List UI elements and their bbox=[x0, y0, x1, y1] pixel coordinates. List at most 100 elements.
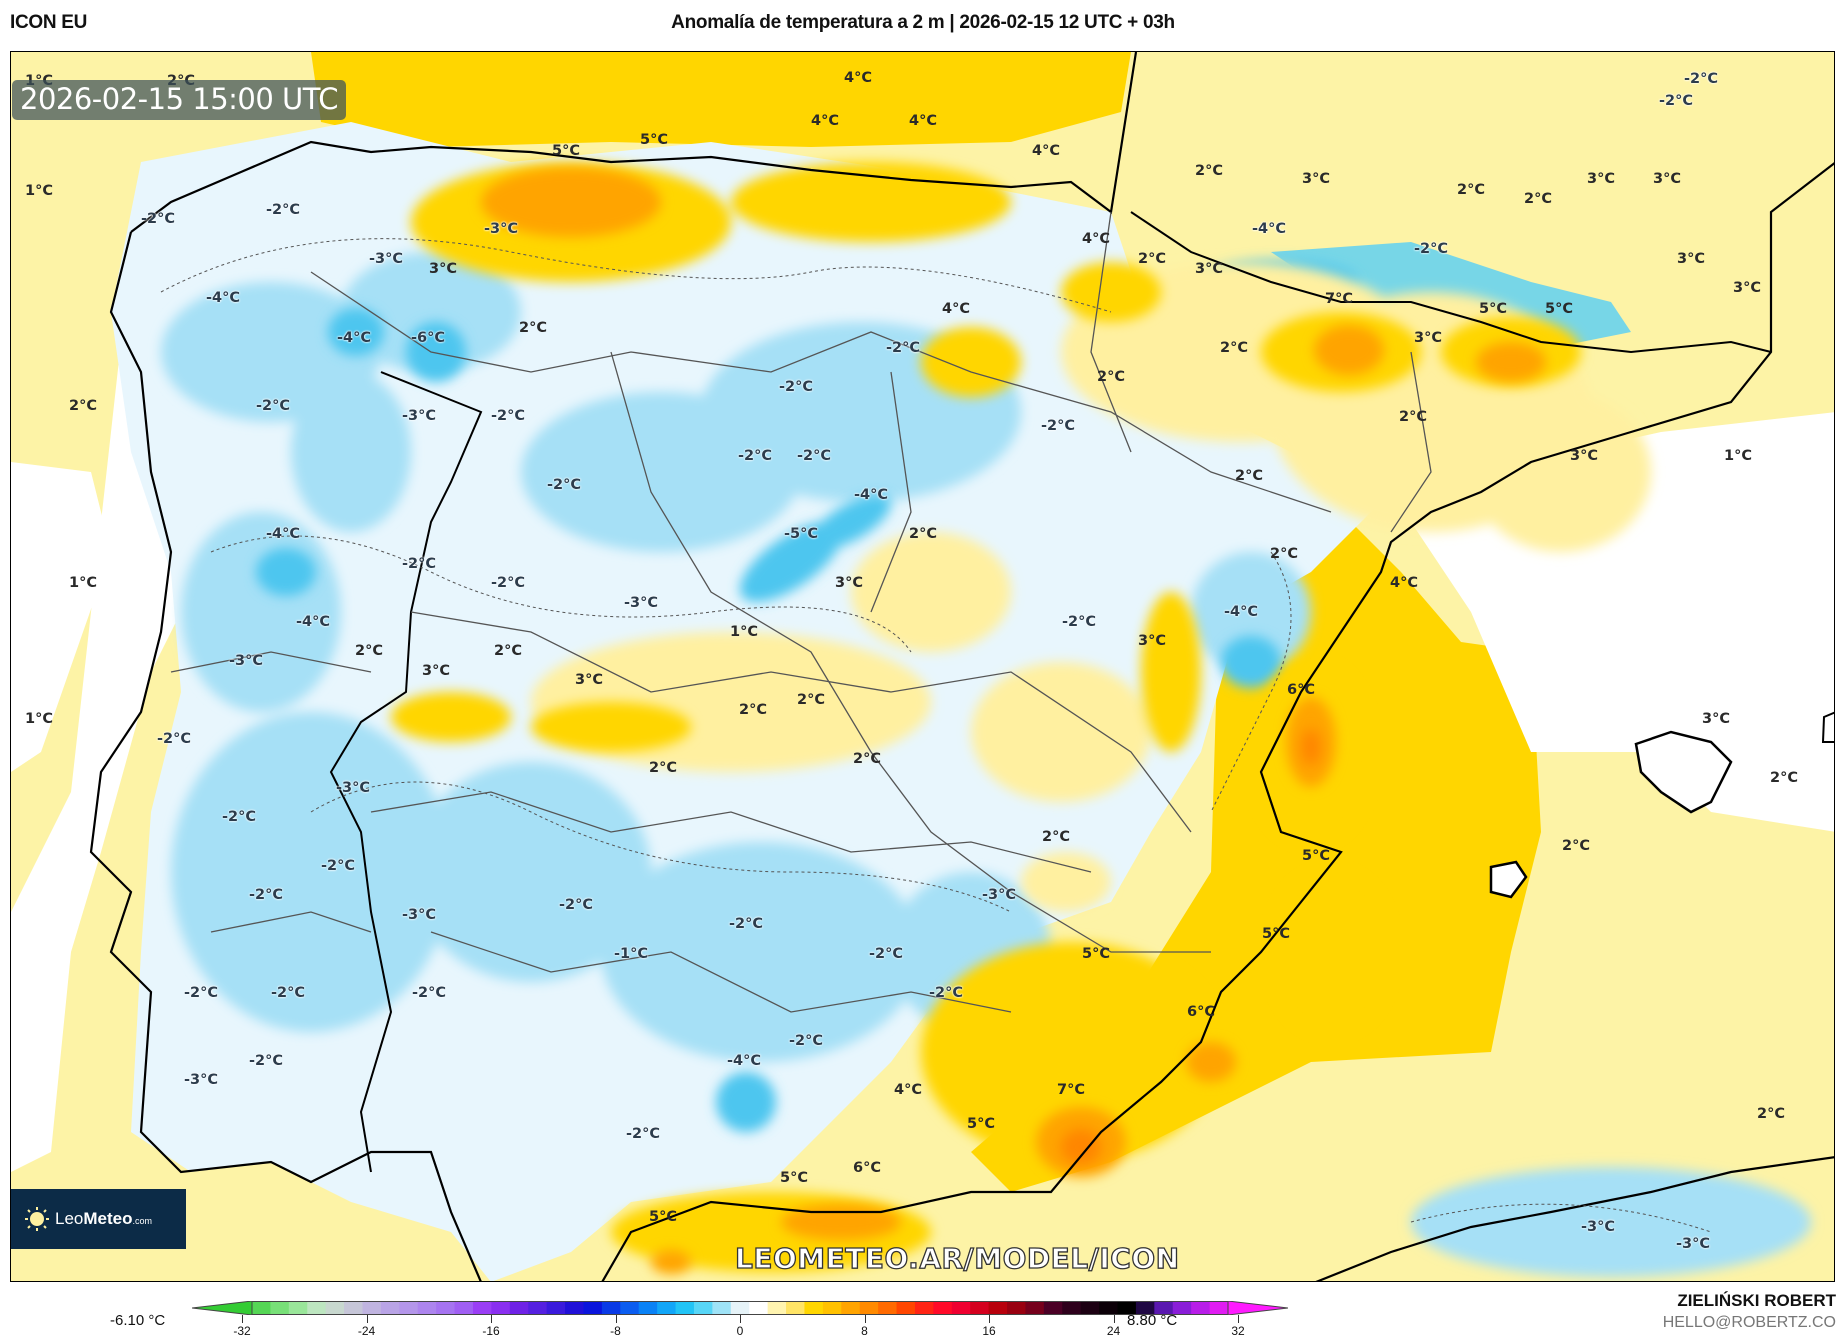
temperature-label: 5°C bbox=[649, 1209, 677, 1225]
temperature-label: 5°C bbox=[552, 143, 580, 159]
temperature-label: -2°C bbox=[547, 477, 581, 493]
temperature-label: -2°C bbox=[738, 448, 772, 464]
temperature-label: 3°C bbox=[575, 672, 603, 688]
colorbar-tick-label: 8 bbox=[861, 1324, 868, 1338]
temperature-label: 4°C bbox=[811, 113, 839, 129]
temperature-label: 1°C bbox=[25, 183, 53, 199]
temperature-label: 3°C bbox=[1138, 633, 1166, 649]
temperature-label: -2°C bbox=[271, 985, 305, 1001]
temperature-label: -2°C bbox=[1659, 93, 1693, 109]
temperature-label: 2°C bbox=[1757, 1106, 1785, 1122]
colorbar-tick bbox=[615, 1315, 617, 1323]
temperature-label: 2°C bbox=[1524, 191, 1552, 207]
temperature-label: 3°C bbox=[1733, 280, 1761, 296]
model-name: ICON EU bbox=[10, 12, 88, 33]
colorbar-tick-label: -16 bbox=[482, 1324, 500, 1338]
temperature-label: 5°C bbox=[1479, 301, 1507, 317]
temperature-label: 7°C bbox=[1325, 291, 1353, 307]
colorbar-tick bbox=[242, 1315, 243, 1323]
temperature-label: 4°C bbox=[894, 1082, 922, 1098]
author-email[interactable]: HELLO@ROBERTZ.CO bbox=[1662, 1314, 1836, 1331]
temperature-label: -2°C bbox=[1414, 241, 1448, 257]
temperature-label: 2°C bbox=[909, 526, 937, 542]
colorbar-tick-label: 24 bbox=[1106, 1324, 1121, 1338]
temperature-label: 2°C bbox=[1042, 829, 1070, 845]
temperature-label: -4°C bbox=[266, 526, 300, 542]
temperature-label: -2°C bbox=[491, 575, 525, 591]
temperature-label: 3°C bbox=[1587, 171, 1615, 187]
temperature-label: 7°C bbox=[1057, 1082, 1085, 1098]
author-name: ZIELIŃSKI ROBERT bbox=[1677, 1291, 1836, 1310]
temperature-label: -3°C bbox=[402, 408, 436, 424]
temperature-label: 6°C bbox=[1187, 1004, 1215, 1020]
colorbar-max-label: 8.80 °C bbox=[1127, 1312, 1178, 1329]
temperature-label: 5°C bbox=[1262, 926, 1290, 942]
temperature-label: -3°C bbox=[484, 221, 518, 237]
temperature-label: 2°C bbox=[1220, 340, 1248, 356]
temperature-label: 4°C bbox=[1390, 575, 1418, 591]
temperature-label: -2°C bbox=[266, 202, 300, 218]
temperature-label: -2°C bbox=[141, 211, 175, 227]
temperature-label: 3°C bbox=[1570, 448, 1598, 464]
temperature-label: 2°C bbox=[1562, 838, 1590, 854]
temperature-label: -4°C bbox=[854, 487, 888, 503]
temperature-label: -2°C bbox=[1062, 614, 1096, 630]
temperature-label: -3°C bbox=[369, 251, 403, 267]
temperature-label: -6°C bbox=[411, 330, 445, 346]
temperature-label: -4°C bbox=[1252, 221, 1286, 237]
watermark-url: LEOMETEO.AR/MODEL/ICON bbox=[734, 1241, 1180, 1275]
temperature-anomaly-map: 1°C 2°C 4°C 4°C 4°C 4°C 5°C 5°C 1°C -2°C -2°C -3°C -… bbox=[10, 51, 1835, 1282]
temperature-label: 5°C bbox=[967, 1116, 995, 1132]
colorbar-tick-label: 32 bbox=[1231, 1324, 1245, 1338]
temperature-label: -2°C bbox=[626, 1126, 660, 1142]
temperature-label: -4°C bbox=[1224, 604, 1258, 620]
colorbar-tick bbox=[864, 1315, 866, 1323]
temperature-label: -2°C bbox=[249, 1053, 283, 1069]
temperature-label: -2°C bbox=[491, 408, 525, 424]
temperature-label: -2°C bbox=[412, 985, 446, 1001]
temperature-label: 3°C bbox=[1702, 711, 1730, 727]
temperature-label: -3°C bbox=[336, 780, 370, 796]
temperature-label: 4°C bbox=[1082, 231, 1110, 247]
temperature-label: -4°C bbox=[206, 290, 240, 306]
colorbar-tick-label: -8 bbox=[610, 1324, 621, 1338]
temperature-label: -2°C bbox=[559, 897, 593, 913]
colorbar-tick-label: -24 bbox=[357, 1324, 376, 1338]
temperature-label: 2°C bbox=[69, 398, 97, 414]
temperature-label: 3°C bbox=[1195, 261, 1223, 277]
temperature-label: 4°C bbox=[844, 70, 872, 86]
temperature-label: 3°C bbox=[1677, 251, 1705, 267]
temperature-label: 3°C bbox=[422, 663, 450, 679]
temperature-label: 2°C bbox=[1138, 251, 1166, 267]
temperature-label: -3°C bbox=[402, 907, 436, 923]
temperature-label: 3°C bbox=[1414, 330, 1442, 346]
temperature-label: 1°C bbox=[1724, 448, 1752, 464]
temperature-label: -2°C bbox=[779, 379, 813, 395]
chart-title: Anomalía de temperatura a 2 m | 2026-02-… bbox=[671, 12, 1175, 33]
temperature-label: 2°C bbox=[853, 751, 881, 767]
temperature-label: 3°C bbox=[429, 261, 457, 277]
temperature-label: -4°C bbox=[727, 1053, 761, 1069]
temperature-label: 1°C bbox=[730, 624, 758, 640]
temperature-label: 3°C bbox=[1302, 171, 1330, 187]
colorbar-tick bbox=[491, 1315, 492, 1323]
temperature-label: 4°C bbox=[909, 113, 937, 129]
temperature-label: -4°C bbox=[337, 330, 371, 346]
sun-icon bbox=[25, 1207, 49, 1231]
temperature-label: 6°C bbox=[1287, 682, 1315, 698]
colorbar-tick-label: 16 bbox=[982, 1324, 996, 1338]
temperature-label: -2°C bbox=[222, 809, 256, 825]
temperature-label: 3°C bbox=[1653, 171, 1681, 187]
temperature-label: 2°C bbox=[1235, 468, 1263, 484]
temperature-label: 2°C bbox=[494, 643, 522, 659]
temperature-label: 5°C bbox=[640, 132, 668, 148]
temperature-label: 5°C bbox=[1082, 946, 1110, 962]
temperature-label: 5°C bbox=[780, 1170, 808, 1186]
temperature-label: -2°C bbox=[869, 946, 903, 962]
temperature-label: 1°C bbox=[69, 575, 97, 591]
leometeo-logo[interactable]: LeoMeteo.com bbox=[11, 1189, 186, 1249]
temperature-label: 5°C bbox=[1302, 848, 1330, 864]
colorbar bbox=[191, 1300, 1289, 1316]
temperature-label: -2°C bbox=[1041, 418, 1075, 434]
temperature-label: 4°C bbox=[1032, 143, 1060, 159]
